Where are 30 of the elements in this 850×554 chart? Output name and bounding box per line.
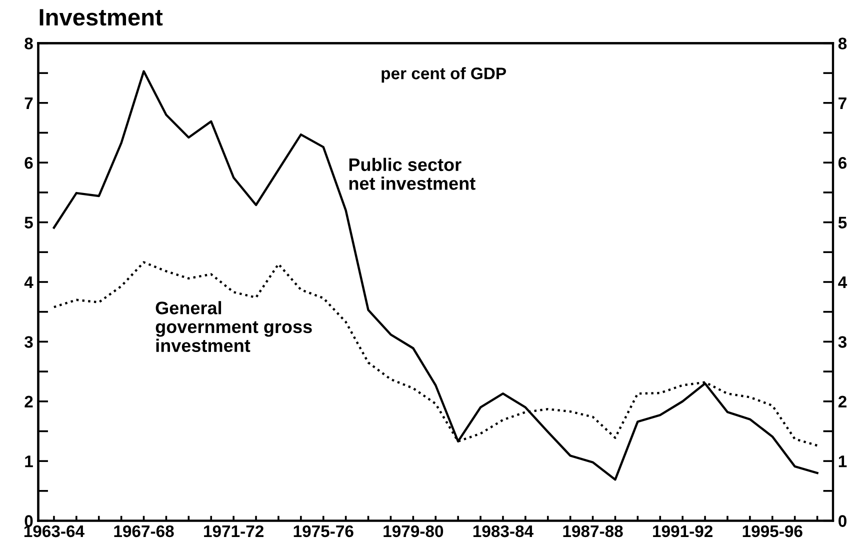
series-label: General government gross investment — [156, 301, 312, 352]
annotation: per cent of GDP — [382, 67, 506, 83]
y-tick-label: 3 — [24, 336, 33, 348]
y2-tick-label: 3 — [838, 336, 847, 348]
y2-tick-label: 4 — [838, 276, 848, 288]
y2-tick-label: 8 — [838, 38, 847, 50]
y-tick-label: 5 — [24, 216, 33, 228]
x-tick-label: 1963-64 — [24, 525, 84, 538]
x-tick-label: 1987-88 — [563, 525, 623, 538]
y2-tick-label: 1 — [838, 456, 847, 468]
y-tick-label: 1 — [25, 456, 33, 468]
y2-tick-label: 5 — [838, 216, 847, 228]
x-tick-label: 1991-92 — [653, 525, 712, 538]
y-tick-label: 4 — [24, 276, 34, 288]
x-tick-label: 1995-96 — [742, 525, 802, 538]
x-tick-label: 1983-84 — [473, 525, 534, 538]
y-tick-label: 8 — [24, 38, 33, 50]
y-tick-label: 6 — [24, 157, 33, 169]
series-label: Public sector net investment — [349, 158, 476, 190]
x-tick-label: 1971-72 — [204, 525, 264, 538]
x-tick-label: 1967-68 — [114, 525, 174, 538]
y2-tick-label: 7 — [838, 97, 846, 109]
y2-tick-label: 0 — [838, 515, 846, 527]
x-tick-label: 1979-80 — [384, 525, 444, 538]
y-tick-label: 2 — [24, 396, 33, 408]
y2-tick-label: 6 — [838, 157, 847, 169]
chart-title: Investment — [40, 9, 163, 26]
x-tick-label: 1975-76 — [294, 525, 354, 538]
y2-tick-label: 2 — [838, 396, 846, 408]
y-tick-label: 7 — [24, 97, 33, 109]
